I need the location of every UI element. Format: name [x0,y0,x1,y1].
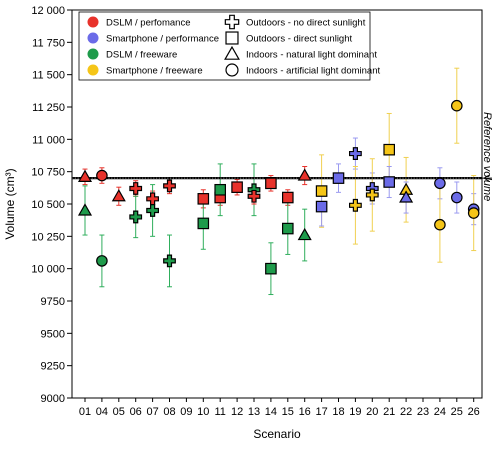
x-tick-label: 07 [146,406,158,418]
legend-shape-label: Outdoors - direct sunlight [246,34,352,45]
data-point [77,169,93,182]
data-point [467,207,480,219]
data-point [349,147,362,160]
legend-shape-label: Indoors - artificial light dominant [246,66,380,77]
data-point [96,255,108,267]
x-tick-label: 05 [113,406,125,418]
legend-shape-label: Outdoors - no direct sunlight [246,18,366,29]
data-point [450,191,463,204]
data-point [383,143,395,156]
y-tick-label: 9500 [41,328,65,340]
data-point [163,254,176,268]
data-point [146,204,159,217]
y-tick-label: 10 500 [31,199,65,211]
y-tick-label: 11 250 [32,102,65,114]
legend-box [78,11,371,81]
data-point [315,185,328,197]
data-point [265,262,277,275]
data-point [349,198,362,212]
legend-shape-swatch [225,31,239,45]
data-point [77,203,93,216]
x-tick-label: 06 [130,406,142,418]
data-point [163,179,176,193]
data-point [197,193,210,205]
y-axis-title: Volume (cm³) [3,168,17,239]
y-tick-label: 11 500 [32,70,65,82]
y-tick-label: 12 000 [31,5,65,17]
x-tick-label: 08 [163,406,175,418]
data-point [96,169,108,182]
y-tick-label: 9000 [41,393,65,405]
y-tick-label: 11 000 [32,134,65,146]
legend-color-label: DSLM / perfomance [106,18,190,29]
y-tick-label: 9750 [41,296,65,308]
x-tick-label: 20 [366,406,378,418]
data-point [231,181,243,193]
data-point [111,189,126,202]
data-point [297,168,312,181]
x-tick-label: 16 [299,406,311,418]
x-tick-label: 18 [332,406,344,418]
x-tick-label: 04 [96,406,108,418]
data-point [129,210,143,224]
data-markers [77,99,480,275]
y-tick-label: 10 750 [31,167,65,179]
legend-shape-label: Indoors - natural light dominant [246,50,377,61]
data-point [129,182,143,195]
y-tick-label: 9250 [41,361,65,373]
x-tick-label: 13 [248,406,260,418]
x-tick-label: 22 [400,406,412,418]
data-point [282,191,294,204]
reference-arrow-head [483,174,490,182]
legend-color-label: Smartphone / freeware [106,66,203,77]
legend-color-swatch [87,32,99,44]
data-point [434,218,446,231]
x-tick-label: 01 [79,406,91,418]
data-point [450,99,463,112]
legend-color-swatch [87,16,99,28]
legend: DSLM / perfomance Smartphone / performanc… [78,11,380,81]
data-point [214,183,226,196]
legend-color-label: Smartphone / performance [106,34,219,45]
y-tick-label: 11 750 [32,37,65,49]
y-tick-label: 10 250 [31,231,65,243]
x-tick-label: 15 [282,406,294,418]
legend-color-swatch [87,48,99,60]
legend-shape-swatch [225,63,239,77]
x-axis: 01 04 05 06 07 08 09 10 11 12 13 14 15 16 17 18 19 20 21 22… [79,398,480,418]
x-tick-label: 25 [451,406,463,418]
reference-volume-label: Reference volume [481,112,493,201]
data-point [282,222,294,235]
legend-color-label: DSLM / freeware [106,50,177,61]
x-tick-label: 14 [265,406,277,418]
data-point [383,176,395,188]
x-tick-label: 09 [180,406,192,418]
data-point [247,189,261,203]
x-tick-label: 12 [231,406,243,418]
data-point [297,227,312,241]
legend-shape-swatch [224,45,240,60]
y-tick-label: 10 000 [31,264,65,276]
x-axis-title: Scenario [253,427,301,441]
data-point [399,190,414,203]
x-tick-label: 26 [468,406,480,418]
x-tick-label: 10 [197,406,209,418]
legend-color-swatch [87,64,99,76]
data-point [434,177,446,190]
x-tick-label: 19 [349,406,361,418]
data-point [197,217,210,230]
data-point [315,200,328,213]
x-tick-label: 11 [214,406,225,418]
x-tick-label: 23 [417,406,429,418]
legend-shape-swatch [224,14,240,30]
x-tick-label: 21 [383,406,395,418]
data-point [265,177,277,190]
y-axis: 9000 9250 9500 9750 10 000 10 250 10 500 10 750… [31,5,72,405]
data-point [332,172,345,184]
x-tick-label: 24 [434,406,446,418]
x-tick-label: 17 [315,406,327,418]
data-point [365,188,379,202]
